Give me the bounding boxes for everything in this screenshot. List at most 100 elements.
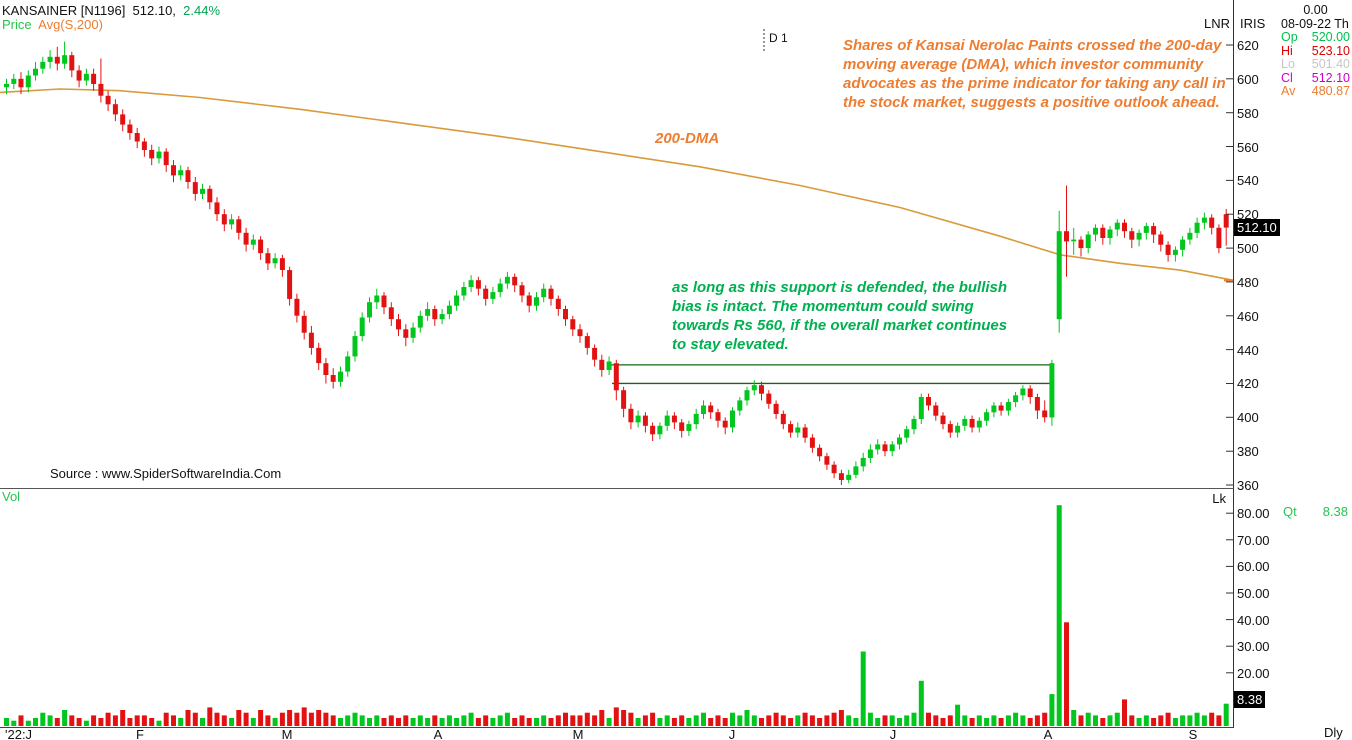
candle-body xyxy=(1049,363,1055,418)
volume-bar xyxy=(250,718,256,726)
volume-bar xyxy=(185,710,191,726)
volume-bar xyxy=(127,718,133,726)
volume-bar xyxy=(76,718,82,726)
candle-body xyxy=(613,363,619,391)
candle-body xyxy=(91,73,97,84)
candle-body xyxy=(1194,222,1200,233)
candle-body xyxy=(984,412,990,421)
volume-bar xyxy=(708,718,714,726)
volume-bar xyxy=(962,715,968,726)
volume-bar xyxy=(141,715,147,726)
candle-body xyxy=(933,405,939,416)
candle-body xyxy=(221,214,227,225)
candle-body xyxy=(207,188,213,203)
volume-bar xyxy=(461,715,467,726)
candle-body xyxy=(991,405,997,413)
candle-body xyxy=(18,78,24,88)
volume-bar xyxy=(701,712,706,726)
volume-bar xyxy=(1085,712,1091,726)
quote-row-lo: Lo 501.40 xyxy=(1281,57,1350,71)
candle-body xyxy=(192,182,198,194)
lnr-label: LNR xyxy=(1204,16,1231,31)
dma-200-line[interactable] xyxy=(0,88,1234,281)
volume-bar xyxy=(534,718,539,726)
price-series-label: Price xyxy=(2,17,32,32)
candle-body xyxy=(127,124,133,133)
candle-body xyxy=(766,393,772,404)
candle-body xyxy=(1078,239,1084,249)
month-label-2: M xyxy=(281,727,293,740)
candle-body xyxy=(439,314,445,320)
volume-bar xyxy=(1129,715,1135,726)
candle-body xyxy=(664,415,670,426)
annotation-green: as long as this support is defended, the… xyxy=(672,278,1007,354)
candle-body xyxy=(671,415,677,423)
candle-body xyxy=(1005,402,1011,411)
volume-bar xyxy=(1122,699,1127,726)
volume-bar xyxy=(338,718,343,726)
candle-body xyxy=(388,307,394,320)
price-tick-560: 560 xyxy=(1237,139,1259,155)
candle-body xyxy=(969,419,975,428)
candle-body xyxy=(570,319,576,330)
candle-body xyxy=(1064,231,1069,242)
volume-bar xyxy=(287,710,293,726)
candle-body xyxy=(1172,249,1178,255)
candle-body xyxy=(548,288,554,299)
volume-bar xyxy=(541,715,547,726)
annotation-line: the stock market, suggests a positive ou… xyxy=(843,94,1220,111)
volume-bar xyxy=(207,707,213,726)
volume-bar xyxy=(475,718,481,726)
volume-bar xyxy=(149,718,155,726)
volume-bar xyxy=(592,715,598,726)
volume-bar xyxy=(882,715,888,726)
candle-body xyxy=(897,437,902,445)
candle-body xyxy=(461,287,467,296)
volume-unit-label: Lk xyxy=(1212,491,1226,506)
candle-body xyxy=(519,285,525,296)
candle-body xyxy=(410,327,416,338)
candle-body xyxy=(497,283,503,293)
volume-bar xyxy=(628,712,634,726)
candle-body xyxy=(541,288,547,298)
header-line2: Price Avg(S,200) xyxy=(2,18,103,31)
volume-bar xyxy=(468,712,474,726)
dma-line-label: 200-DMA xyxy=(655,130,720,147)
volume-bar xyxy=(11,720,17,726)
volume-bar xyxy=(737,715,743,726)
annotation-line: bias is intact. The momentum could swing xyxy=(672,298,974,315)
volume-bar xyxy=(1107,715,1113,726)
volume-bar xyxy=(417,715,423,726)
volume-bar xyxy=(875,718,881,726)
volume-bar xyxy=(1027,718,1033,726)
candle-body xyxy=(112,104,118,115)
volume-bar xyxy=(867,712,873,726)
candle-body xyxy=(185,170,191,182)
volume-bar xyxy=(555,715,561,726)
volume-bar xyxy=(759,718,764,726)
volume-bar xyxy=(679,715,685,726)
volume-bar xyxy=(897,718,902,726)
volume-bar xyxy=(54,718,60,726)
volume-bar xyxy=(831,712,837,726)
candle-body xyxy=(1020,388,1026,396)
volume-bar xyxy=(200,718,205,726)
candle-body xyxy=(947,424,953,433)
candle-body xyxy=(926,397,931,406)
candle-body xyxy=(171,165,176,176)
volume-bar xyxy=(504,712,510,726)
volume-bar xyxy=(265,715,271,726)
volume-bar xyxy=(606,718,612,726)
candle-body xyxy=(105,95,111,105)
volume-bar xyxy=(359,715,365,726)
candle-body xyxy=(635,415,641,423)
volume-bar xyxy=(1209,712,1215,726)
volume-bar xyxy=(410,718,416,726)
volume-bar xyxy=(846,715,852,726)
volume-bar xyxy=(519,715,525,726)
volume-bar xyxy=(236,710,242,726)
volume-bar xyxy=(1201,715,1207,726)
candle-body xyxy=(1158,234,1164,245)
volume-bar xyxy=(98,718,104,726)
